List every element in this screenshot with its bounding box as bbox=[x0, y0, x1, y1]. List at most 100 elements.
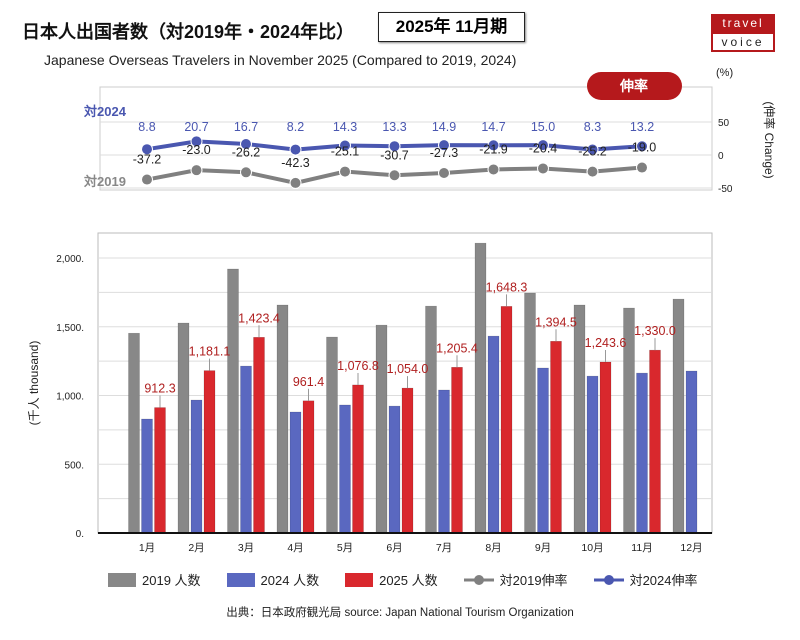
bar-y-axis-label: (千人 thousand) bbox=[27, 341, 41, 426]
bar-2024 人数 bbox=[339, 404, 351, 534]
legend-label: 2024 人数 bbox=[260, 573, 320, 588]
line-point bbox=[240, 137, 252, 150]
line-y-tick: 0 bbox=[718, 151, 724, 162]
bar-data-label: 1,243.6 bbox=[585, 336, 627, 350]
bar-data-label: 1,330.0 bbox=[634, 324, 676, 338]
bar-data-label: 1,076.8 bbox=[337, 359, 379, 373]
bar-2019 人数 bbox=[128, 332, 140, 534]
line-point bbox=[141, 173, 153, 186]
bar-2025 人数 bbox=[352, 384, 364, 534]
bar-2025 人数 bbox=[401, 387, 414, 534]
legend-label: 対2019伸率 bbox=[499, 573, 568, 588]
series-label-2024: 対2024 bbox=[83, 104, 127, 119]
bar-data-label: 1,648.3 bbox=[486, 280, 528, 294]
line-data-label: -26.2 bbox=[232, 145, 261, 159]
rate-badge bbox=[587, 72, 682, 100]
bar-2019 人数 bbox=[425, 305, 437, 534]
bar-data-label: 1,205.4 bbox=[436, 341, 478, 355]
line-point bbox=[190, 135, 203, 148]
bar-2024 人数 bbox=[438, 389, 450, 534]
legend-2019: 2019 人数 bbox=[108, 570, 201, 589]
chart-subtitle: Japanese Overseas Travelers in November … bbox=[44, 52, 517, 68]
bar-2025 人数 bbox=[302, 400, 315, 534]
line-point bbox=[636, 161, 648, 174]
line-data-label: 13.2 bbox=[630, 120, 654, 134]
line-point bbox=[339, 165, 351, 178]
bar-2025 人数 bbox=[203, 370, 216, 534]
bar-2024 人数 bbox=[586, 375, 599, 534]
line-point bbox=[240, 166, 252, 179]
line-point bbox=[438, 167, 450, 180]
line-point bbox=[438, 139, 450, 152]
line-point bbox=[537, 139, 549, 152]
line-data-label: -30.7 bbox=[380, 148, 409, 162]
bar-y-tick: 0. bbox=[76, 529, 84, 540]
rate-badge-label: 伸率 bbox=[619, 78, 648, 94]
bar-2025 人数 bbox=[599, 361, 612, 534]
bar-y-tick: 2,000. bbox=[56, 254, 84, 265]
logo-top: travel bbox=[711, 14, 775, 32]
line-data-label: 14.7 bbox=[481, 120, 505, 134]
line-point bbox=[487, 163, 500, 176]
bar-2025 人数 bbox=[253, 337, 265, 534]
bar-data-label: 1,423.4 bbox=[238, 311, 280, 325]
legend-label: 対2024伸率 bbox=[629, 573, 698, 588]
legend: 2019 人数 2024 人数 2025 人数 対2019伸率 対2024伸率 bbox=[108, 570, 697, 589]
line-data-label: 15.0 bbox=[531, 120, 555, 134]
legend-2025: 2025 人数 bbox=[345, 570, 438, 589]
legend-swatch-2024 bbox=[226, 572, 255, 587]
line-data-label: 8.8 bbox=[138, 120, 155, 134]
line-data-label: 14.9 bbox=[432, 120, 456, 134]
legend-swatch-2019 bbox=[108, 572, 136, 587]
line-point bbox=[487, 139, 500, 152]
bar-2024 人数 bbox=[685, 370, 698, 534]
bar-2024 人数 bbox=[537, 367, 549, 534]
line-data-label: 20.7 bbox=[184, 120, 208, 134]
legend-line-marker-icon bbox=[593, 574, 624, 585]
bar-2019 人数 bbox=[326, 336, 338, 534]
bar-2019 人数 bbox=[524, 292, 536, 534]
bar-2019 人数 bbox=[227, 268, 239, 534]
legend-label: 2025 人数 bbox=[379, 573, 438, 588]
legend-label: 2019 人数 bbox=[142, 573, 201, 588]
line-data-label: -25.2 bbox=[578, 145, 607, 159]
line-data-label: -19.0 bbox=[628, 141, 657, 155]
line-data-label: -27.3 bbox=[430, 146, 459, 160]
bar-2025 人数 bbox=[154, 407, 166, 534]
bar-2024 人数 bbox=[388, 405, 401, 534]
bar-2024 人数 bbox=[487, 335, 500, 534]
legend-2024: 2024 人数 bbox=[226, 570, 320, 589]
line-point bbox=[537, 162, 549, 175]
line-unit-label: (%) bbox=[716, 67, 733, 79]
legend-swatch-2025 bbox=[345, 572, 374, 587]
line-point bbox=[388, 169, 401, 182]
bar-2019 人数 bbox=[474, 242, 487, 534]
chart-title: 日本人出国者数（対2019年・2024年比） bbox=[22, 22, 355, 42]
line-data-label: 14.3 bbox=[333, 120, 357, 134]
bar-2024 人数 bbox=[141, 418, 153, 534]
bar-y-tick: 1,500. bbox=[56, 323, 84, 334]
bar-2019 人数 bbox=[573, 304, 586, 534]
bar-data-label: 912.3 bbox=[144, 382, 175, 396]
bar-2025 人数 bbox=[500, 306, 513, 534]
line-data-label: 16.7 bbox=[234, 120, 258, 134]
line-point bbox=[586, 165, 599, 178]
source-note: 出典：日本政府観光局 source: Japan National Touris… bbox=[226, 607, 574, 619]
line-point bbox=[190, 164, 203, 177]
travelvoice-logo: travel voice bbox=[711, 14, 775, 54]
line-data-label: -42.3 bbox=[281, 156, 310, 170]
bar-data-label: 961.4 bbox=[293, 375, 324, 389]
line-data-label: -37.2 bbox=[133, 153, 162, 167]
line-point bbox=[586, 143, 599, 156]
line-y-tick: 50 bbox=[718, 118, 730, 129]
line-data-label: -25.1 bbox=[331, 145, 360, 159]
line-panel-frame bbox=[99, 86, 713, 191]
bar-data-label: 1,394.5 bbox=[535, 315, 577, 329]
line-data-label: -21.9 bbox=[479, 142, 508, 156]
bar-2025 人数 bbox=[550, 341, 562, 534]
line-point bbox=[636, 140, 648, 153]
bar-2024 人数 bbox=[240, 365, 252, 534]
logo-bottom: voice bbox=[711, 32, 775, 52]
line-data-label: -20.4 bbox=[529, 141, 558, 155]
bar-2024 人数 bbox=[289, 411, 302, 534]
